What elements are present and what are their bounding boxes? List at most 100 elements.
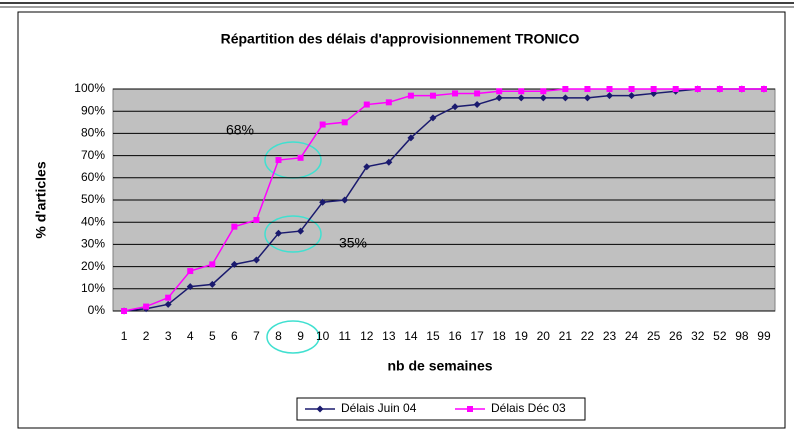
y-tick-label: 80% (81, 126, 105, 140)
x-tick-label: 15 (426, 329, 440, 343)
data-point (495, 94, 503, 102)
legend (296, 397, 586, 421)
data-point (385, 99, 392, 106)
data-point (319, 198, 327, 206)
data-point (341, 119, 348, 126)
data-point (540, 88, 547, 95)
y-tick-label: 90% (81, 103, 105, 117)
legend-label: Délais Juin 04 (341, 401, 417, 415)
x-tick-label: 98 (735, 329, 749, 343)
y-tick-label: 70% (81, 148, 105, 162)
data-point (562, 86, 569, 92)
data-point (518, 88, 525, 95)
y-axis-label: % d'articles (33, 161, 49, 238)
x-tick-label: 24 (625, 329, 639, 343)
data-point (628, 92, 636, 100)
series-line (123, 88, 764, 312)
x-tick-label: 52 (713, 329, 727, 343)
data-point (561, 94, 569, 102)
data-point (209, 261, 216, 268)
y-tick-label: 100% (74, 81, 105, 95)
annotation: 35% (339, 235, 367, 251)
data-point (319, 121, 326, 128)
data-point (716, 86, 723, 92)
data-point (760, 86, 767, 92)
x-tick-label: 23 (603, 329, 617, 343)
data-point (208, 280, 216, 288)
x-tick-label: 4 (187, 329, 194, 343)
x-tick-label: 14 (404, 329, 418, 343)
data-point (275, 157, 282, 164)
series-line (123, 88, 764, 312)
data-point (584, 86, 591, 92)
x-tick-label: 25 (647, 329, 661, 343)
y-tick-label: 30% (81, 237, 105, 251)
legend-marker (316, 405, 324, 413)
x-tick-label: 19 (515, 329, 529, 343)
data-point (230, 260, 238, 268)
highlight-ellipse (264, 215, 322, 253)
data-point (165, 294, 172, 301)
x-tick-label: 22 (581, 329, 595, 343)
x-tick-label: 3 (165, 329, 172, 343)
x-tick-label: 7 (253, 329, 260, 343)
data-point (252, 256, 260, 264)
data-point (363, 101, 370, 108)
data-point (539, 94, 547, 102)
data-point (452, 90, 459, 97)
data-point (297, 227, 305, 235)
data-point (606, 86, 613, 92)
x-axis-label: nb de semaines (387, 358, 492, 374)
data-point (672, 86, 679, 92)
y-tick-label: 0% (88, 303, 106, 317)
data-point (341, 196, 349, 204)
data-point (407, 92, 414, 99)
x-tick-label: 26 (669, 329, 683, 343)
data-point (650, 86, 657, 92)
data-point (231, 223, 238, 230)
x-tick-label: 12 (360, 329, 374, 343)
data-point (606, 92, 613, 100)
data-point (407, 134, 415, 142)
y-tick-label: 40% (81, 214, 105, 228)
highlight-ellipse (266, 320, 320, 354)
x-tick-label: 21 (559, 329, 573, 343)
x-tick-label: 20 (537, 329, 551, 343)
data-point (738, 86, 745, 92)
data-point (187, 268, 194, 275)
data-point (297, 154, 304, 161)
data-point (143, 303, 150, 310)
x-tick-label: 16 (448, 329, 462, 343)
y-tick-label: 20% (81, 259, 105, 273)
data-point (517, 94, 525, 102)
x-tick-label: 13 (382, 329, 396, 343)
data-point (473, 101, 481, 109)
x-tick-label: 5 (209, 329, 216, 343)
data-point (363, 163, 371, 171)
legend-label: Délais Déc 03 (491, 401, 566, 415)
data-point (583, 94, 591, 102)
data-point (429, 92, 436, 99)
data-point (628, 86, 635, 92)
data-point (385, 158, 393, 166)
x-tick-label: 8 (275, 329, 282, 343)
x-tick-label: 18 (492, 329, 506, 343)
data-point (164, 300, 172, 308)
data-point (121, 308, 128, 314)
x-tick-label: 6 (231, 329, 238, 343)
chart-title: Répartition des délais d'approvisionneme… (221, 31, 580, 47)
x-tick-label: 10 (316, 329, 330, 343)
data-point (474, 90, 481, 97)
x-tick-label: 99 (757, 329, 771, 343)
annotation: 68% (226, 122, 254, 138)
x-tick-label: 9 (297, 329, 304, 343)
data-point (694, 86, 701, 92)
x-tick-label: 11 (338, 329, 351, 343)
y-tick-label: 10% (81, 281, 105, 295)
x-tick-label: 2 (143, 329, 150, 343)
data-point (451, 103, 459, 111)
data-point (186, 283, 194, 291)
data-point (253, 216, 260, 223)
data-point (496, 88, 503, 95)
